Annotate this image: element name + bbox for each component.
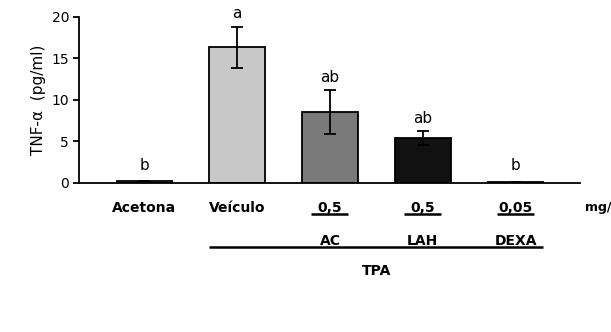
Text: b: b [139, 158, 149, 173]
Bar [117, 181, 172, 183]
Bar [210, 47, 265, 183]
Text: b: b [511, 158, 521, 173]
Bar [395, 138, 450, 183]
Text: AC: AC [320, 234, 340, 248]
Text: DEXA: DEXA [494, 234, 536, 248]
Text: ab: ab [413, 111, 433, 126]
Bar [302, 112, 358, 183]
Text: 0,05: 0,05 [499, 201, 533, 215]
Y-axis label: TNF-α  (pg/ml): TNF-α (pg/ml) [31, 44, 46, 155]
Text: a: a [232, 6, 242, 21]
Text: 0,5: 0,5 [318, 201, 342, 215]
Text: Acetona: Acetona [112, 201, 177, 215]
Text: ab: ab [320, 70, 340, 85]
Text: Veículo: Veículo [209, 201, 265, 215]
Text: TPA: TPA [362, 264, 391, 278]
Bar [488, 182, 543, 183]
Text: 0,5: 0,5 [411, 201, 435, 215]
Text: LAH: LAH [407, 234, 438, 248]
Text: mg/orelha: mg/orelha [585, 201, 611, 214]
